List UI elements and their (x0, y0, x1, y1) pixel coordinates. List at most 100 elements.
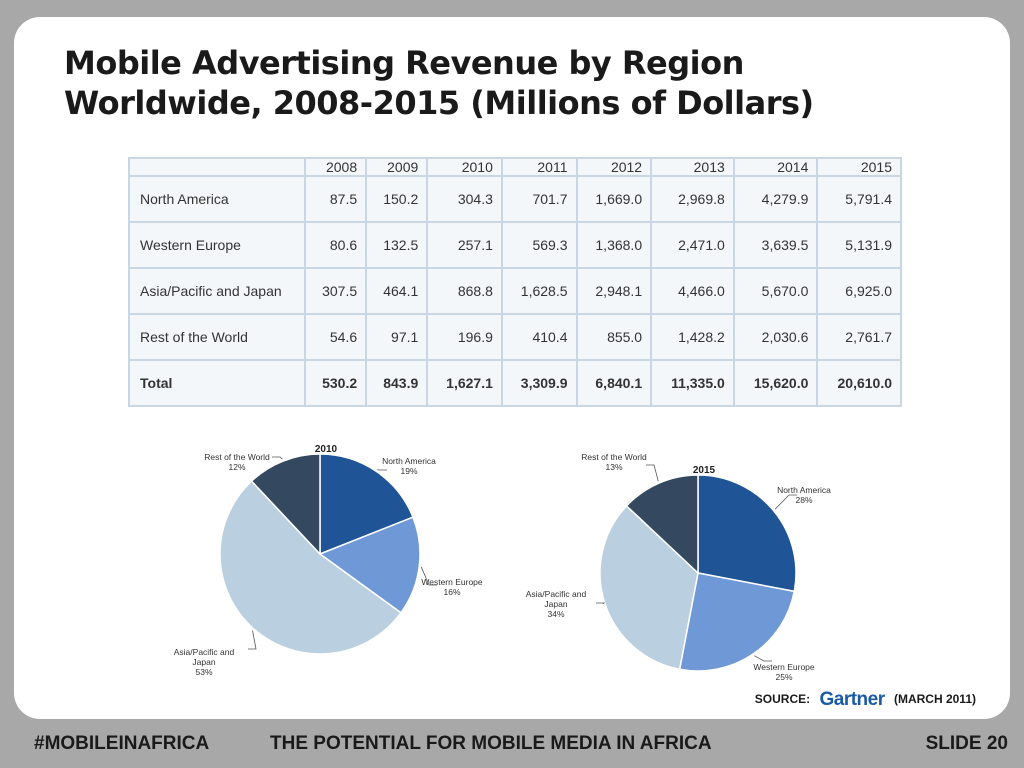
pie-slice-north-america (697, 474, 797, 593)
table-cell: 97.1 (365, 313, 429, 361)
table-row: Western Europe 80.6 132.5 257.1 569.3 1,368.0… (128, 221, 902, 269)
slice-percent-label: 16% (443, 587, 460, 597)
slice-name-label: North America (777, 485, 831, 495)
table-cell: 54.6 (303, 313, 368, 361)
table-cell: 2,948.1 (575, 267, 653, 315)
source-date: (MARCH 2011) (893, 692, 976, 706)
row-label: North America (128, 175, 306, 223)
pie-slice-rest-of-the-world (250, 453, 321, 556)
table-body: North America 87.5 150.2 304.3 701.7 1,669.0 2… (128, 175, 902, 407)
year-header-2015: 2015 (816, 157, 902, 177)
table-cell: 1,428.2 (650, 313, 735, 361)
year-header-2014: 2014 (732, 157, 819, 177)
slice-percent-label: 12% (228, 462, 245, 472)
row-label: Rest of the World (128, 313, 306, 361)
slice-name-label: Japan (544, 599, 567, 609)
table-cell: 464.1 (365, 267, 429, 315)
year-header-2010: 2010 (426, 157, 503, 177)
slide-number: SLIDE 20 (925, 733, 1008, 754)
table-cell: 530.2 (303, 359, 368, 407)
slice-name-label: Western Europe (753, 662, 815, 672)
pie-chart-2010: North America 19% Western Europe 16% Asia/Pa… (164, 435, 484, 685)
row-label: Total (128, 359, 306, 407)
slice-percent-label: 53% (195, 667, 212, 677)
table-cell: 5,670.0 (732, 267, 819, 315)
table-row: North America 87.5 150.2 304.3 701.7 1,669.0 2… (128, 175, 902, 223)
year-header-2013: 2013 (650, 157, 735, 177)
leader-line (596, 602, 606, 605)
leader-line (272, 456, 283, 460)
table-cell: 132.5 (365, 221, 429, 269)
year-header-2009: 2009 (365, 157, 429, 177)
year-header-2008: 2008 (303, 157, 368, 177)
table-cell: 11,335.0 (650, 359, 735, 407)
table-cell: 855.0 (575, 313, 653, 361)
slice-name-label: Rest of the World (581, 452, 647, 462)
pie-slice-asia-pacific-and-japan (219, 480, 402, 655)
pie-slice-north-america (319, 453, 414, 556)
table-row: Asia/Pacific and Japan 307.5 464.1 868.8 1,6… (128, 267, 902, 315)
slice-name-label: Asia/Pacific and (526, 589, 587, 599)
table-cell: 1,669.0 (575, 175, 653, 223)
table-cell: 4,279.9 (732, 175, 819, 223)
slice-name-label: Rest of the World (204, 452, 270, 462)
table-cell: 2,030.6 (732, 313, 819, 361)
table-cell: 1,628.5 (500, 267, 578, 315)
row-label: Western Europe (128, 221, 306, 269)
table-cell: 410.4 (500, 313, 578, 361)
pie-slice-western-europe (318, 516, 421, 614)
table-cell: 5,131.9 (816, 221, 902, 269)
table-cell: 307.5 (303, 267, 368, 315)
pie-slice-rest-of-the-world (625, 474, 699, 575)
footer-hashtag: #MOBILEINAFRICA (34, 733, 210, 754)
slide-title: Mobile Advertising Revenue by Region Wor… (64, 43, 814, 123)
slice-percent-label: 34% (547, 609, 564, 619)
leader-line (754, 655, 772, 662)
table-cell: 2,471.0 (650, 221, 735, 269)
table-cell: 6,840.1 (575, 359, 653, 407)
table-cell: 257.1 (426, 221, 503, 269)
table-cell: 150.2 (365, 175, 429, 223)
source-note: SOURCE: Gartner (MARCH 2011) (755, 689, 976, 711)
source-label: SOURCE: (754, 692, 811, 706)
table-row: Total 530.2 843.9 1,627.1 3,309.9 6,840.1 11,3… (128, 359, 902, 407)
slice-name-label: Japan (192, 657, 215, 667)
pie-year-title: 2010 (315, 444, 338, 455)
slice-name-label: Asia/Pacific and (174, 647, 235, 657)
row-label: Asia/Pacific and Japan (128, 267, 306, 315)
table-cell: 843.9 (365, 359, 429, 407)
table-cell: 80.6 (303, 221, 368, 269)
slice-percent-label: 13% (605, 462, 622, 472)
table-cell: 1,627.1 (426, 359, 503, 407)
table-header-row: 2008 2009 2010 2011 2012 2013 2014 2015 (128, 157, 902, 177)
pie-year-title: 2015 (693, 465, 716, 476)
year-header-2012: 2012 (575, 157, 653, 177)
header-corner-cell (128, 157, 306, 177)
table-cell: 701.7 (500, 175, 578, 223)
pie-slice-western-europe (678, 572, 796, 672)
slice-name-label: North America (382, 456, 436, 466)
table-cell: 868.8 (426, 267, 503, 315)
table-cell: 4,466.0 (650, 267, 735, 315)
table-header: 2008 2009 2010 2011 2012 2013 2014 2015 (128, 157, 902, 177)
footer-tagline: THE POTENTIAL FOR MOBILE MEDIA IN AFRICA (270, 733, 712, 754)
slice-percent-label: 28% (795, 495, 812, 505)
table-cell: 1,368.0 (575, 221, 653, 269)
leader-line (774, 494, 797, 510)
slice-percent-label: 25% (775, 672, 792, 682)
revenue-table: 2008 2009 2010 2011 2012 2013 2014 2015 North A… (128, 157, 902, 407)
year-header-2011: 2011 (500, 157, 578, 177)
table-cell: 196.9 (426, 313, 503, 361)
gartner-logo: Gartner (819, 689, 885, 710)
table-cell: 2,969.8 (650, 175, 735, 223)
leader-line (420, 566, 437, 586)
table-cell: 6,925.0 (816, 267, 902, 315)
table-cell: 2,761.7 (816, 313, 902, 361)
table-cell: 3,639.5 (732, 221, 819, 269)
table-cell: 87.5 (303, 175, 368, 223)
table-cell: 569.3 (500, 221, 578, 269)
table-cell: 5,791.4 (816, 175, 902, 223)
table-cell: 3,309.9 (500, 359, 578, 407)
